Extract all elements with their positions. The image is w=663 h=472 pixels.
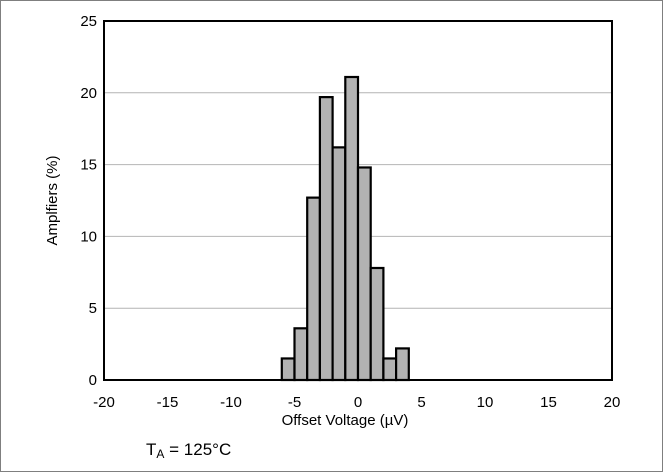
x-tick-label: -20 [93,394,115,411]
histogram-bar [293,327,309,382]
histogram-bar [395,347,410,382]
histogram-bar [331,146,347,382]
x-tick-label: 10 [477,394,494,411]
plot-area-border [103,20,613,381]
temperature-condition-label: TA = 125°C [146,440,231,461]
condition-suffix: = 125°C [164,440,232,459]
histogram-bar [280,357,296,382]
histogram-chart: -20 -15 -10 -5 0 5 10 15 20 0 5 10 15 20 25 Offset Vo… [44,13,620,429]
x-tick-label: -10 [220,394,242,411]
y-tick-label: 0 [89,372,97,389]
x-tick-label: 5 [417,394,425,411]
y-axis-title: Amplfiers (%) [44,155,61,245]
histogram-bar [369,266,385,382]
histogram-bar [306,196,322,382]
histogram-bar [318,96,334,382]
x-tick-label: 0 [354,394,362,411]
y-axis-ticks: 0 5 10 15 20 25 [80,13,97,389]
histogram-bar [344,75,360,382]
y-tick-label: 25 [80,13,97,30]
histogram-bar [382,357,398,382]
histogram-bar [356,166,372,382]
condition-subscript: A [156,447,165,461]
x-tick-label: -5 [288,394,301,411]
x-tick-label: 15 [540,394,557,411]
y-tick-label: 10 [80,228,97,245]
condition-prefix: T [146,440,157,459]
y-tick-label: 15 [80,157,97,174]
y-tick-label: 5 [89,300,97,317]
x-tick-label: 20 [604,394,621,411]
x-axis-ticks: -20 -15 -10 -5 0 5 10 15 20 [93,394,620,411]
x-tick-label: -15 [157,394,179,411]
y-tick-label: 20 [80,85,97,102]
x-axis-title: Offset Voltage (µV) [282,412,409,429]
bars [280,75,410,382]
